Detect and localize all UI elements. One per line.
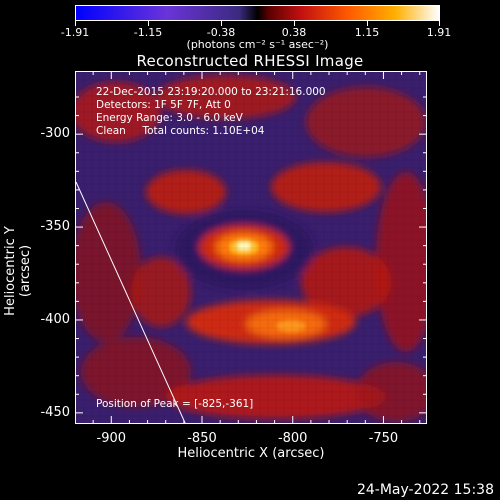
y-tick-label: -300 (40, 126, 70, 142)
annotation-method-counts: Clean Total counts: 1.10E+04 (96, 125, 265, 137)
colorbar-tick (148, 21, 149, 26)
colorbar-tick (367, 21, 368, 26)
x-axis-title: Heliocentric X (arcsec) (177, 446, 325, 461)
colorbar-tick (294, 21, 295, 26)
annotation-energy-range: Energy Range: 3.0 - 6.0 keV (96, 112, 243, 124)
colorbar-tick-label: 1.91 (426, 26, 452, 39)
colorbar-tick-label: -0.38 (206, 26, 236, 39)
solar-limb-line (76, 181, 186, 423)
colorbar-gradient (76, 6, 439, 20)
image-plot-area: 22-Dec-2015 23:19:20.000 to 23:21:16.000… (75, 71, 427, 424)
generation-timestamp: 24-May-2022 15:38 (356, 482, 494, 498)
image-title: Reconstructed RHESSI Image (136, 52, 364, 70)
annotation-detectors: Detectors: 1F 5F 7F, Att 0 (96, 99, 231, 111)
colorbar-tick (221, 21, 222, 26)
annotation-time-range: 22-Dec-2015 23:19:20.000 to 23:21:16.000 (96, 86, 326, 98)
colorbar-tick (75, 21, 76, 26)
colorbar (75, 5, 440, 21)
y-tick-label: -350 (40, 219, 70, 235)
reconstructed-image (76, 72, 426, 423)
y-tick-label: -400 (40, 311, 70, 327)
x-tick-label: -750 (368, 431, 399, 446)
x-tick-label: -850 (187, 431, 217, 446)
y-tick-label: -450 (40, 404, 70, 420)
colorbar-units-label: (photons cm⁻² s⁻¹ asec⁻²) (186, 38, 329, 51)
colorbar-tick-label: -1.91 (60, 26, 90, 39)
x-tick-label: -800 (277, 431, 308, 446)
colorbar-tick-label: 0.38 (281, 26, 307, 39)
annotation-peak-position: Position of Peak = [-825,-361] (96, 398, 254, 410)
colorbar-tick (439, 21, 440, 26)
x-tick-label: -900 (96, 431, 127, 446)
colorbar-tick-label: -1.15 (133, 26, 163, 39)
y-axis-title: Heliocentric Y (arcsec) (3, 226, 33, 316)
colorbar-tick-label: 1.15 (354, 26, 380, 39)
